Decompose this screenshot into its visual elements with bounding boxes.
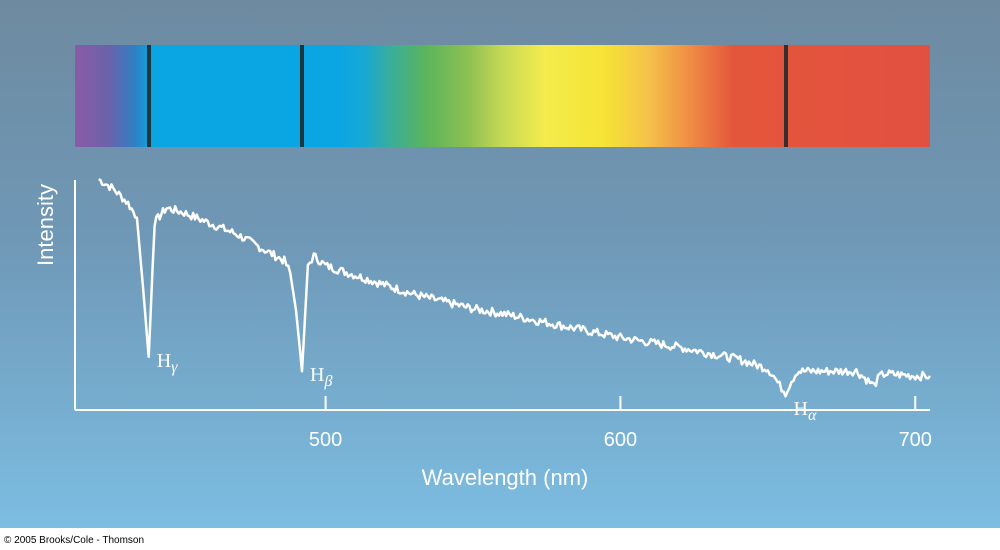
x-tick-label: 500 (309, 429, 342, 451)
marks: Hγ Hβ Hα (98, 178, 931, 424)
figure: 500 600 700 Hγ Hβ Hα Wavelength (nm) Intensi… (0, 0, 1000, 528)
x-axis-label: Wavelength (nm) (422, 465, 589, 490)
absorption-line (783, 45, 788, 147)
axes: 500 600 700 (74, 180, 932, 451)
line-annotation: Hβ (310, 364, 332, 390)
x-tick-label: 600 (604, 429, 637, 451)
x-tick-label: 700 (899, 429, 932, 451)
line-annotation: Hα (794, 398, 817, 424)
spectrum-series-line (98, 178, 931, 398)
copyright-text: © 2005 Brooks/Cole - Thomson (4, 535, 145, 546)
color-spectrum-strip (75, 45, 930, 147)
absorption-line (300, 45, 305, 147)
y-axis-label: Intensity (33, 184, 58, 266)
absorption-line (146, 45, 151, 147)
spectrum-chart: 500 600 700 Hγ Hβ Hα Wavelength (nm) Intensi… (0, 0, 1000, 528)
line-annotation: Hγ (157, 350, 178, 376)
